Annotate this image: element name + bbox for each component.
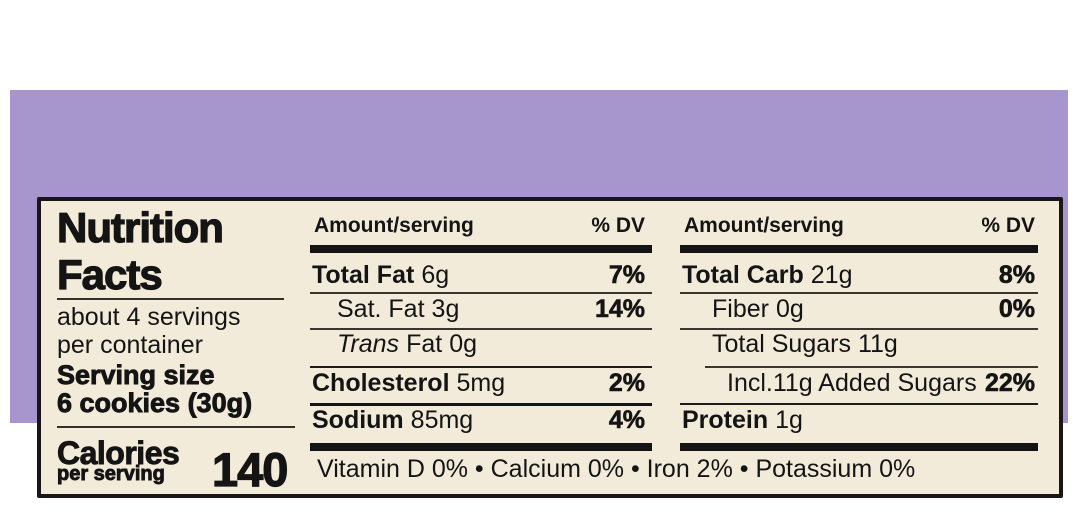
middle-divider-4 xyxy=(310,403,652,406)
right-divider-4 xyxy=(680,403,1038,405)
label-title: Nutrition Facts xyxy=(56,203,224,298)
calories-sub-label: per serving xyxy=(57,463,166,485)
servings-per-container-line2: per container xyxy=(57,331,203,359)
row-added-sugars-dv: 22% xyxy=(984,369,1036,397)
middle-top-bar xyxy=(310,245,652,253)
right-divider-3 xyxy=(705,366,1038,368)
row-cholesterol: Cholesterol 5mg 2% xyxy=(310,369,652,397)
row-added-sugars-text: Incl.11g Added Sugars xyxy=(727,369,977,397)
row-fiber: Fiber 0g 0% xyxy=(680,295,1038,323)
serving-size-label: Serving size xyxy=(57,360,215,390)
row-fiber-dv: 0% xyxy=(998,295,1036,323)
row-total-sugars-text: Total Sugars 11g xyxy=(712,330,898,358)
calories-label: Calories xyxy=(57,435,181,471)
row-sat-fat-text: Sat. Fat 3g xyxy=(337,295,460,323)
row-cholesterol-text: Cholesterol 5mg xyxy=(312,369,506,397)
row-fiber-text: Fiber 0g xyxy=(712,295,804,323)
middle-header-dv: % DV xyxy=(591,214,645,237)
title-divider xyxy=(57,298,284,300)
calories-divider xyxy=(57,426,295,428)
label-title-line2: Facts xyxy=(56,250,163,298)
row-total-fat-text: Total Fat 6g xyxy=(312,261,450,289)
middle-divider-3 xyxy=(310,366,652,368)
row-protein: Protein 1g xyxy=(680,408,1038,433)
right-bottom-bar xyxy=(680,443,1038,451)
row-trans-fat-text: Trans Fat 0g xyxy=(337,330,477,358)
right-divider-2 xyxy=(680,328,1038,330)
right-header-dv: % DV xyxy=(981,214,1035,237)
right-header-amount: Amount/serving xyxy=(684,214,844,237)
right-divider-1 xyxy=(680,292,1038,294)
row-total-carb-text: Total Carb 21g xyxy=(682,261,853,289)
row-total-fat-dv: 7% xyxy=(608,261,646,289)
row-total-fat: Total Fat 6g 7% xyxy=(310,261,652,289)
row-added-sugars: Incl.11g Added Sugars 22% xyxy=(680,369,1038,397)
right-top-bar xyxy=(680,245,1038,253)
row-sodium-dv: 4% xyxy=(608,406,646,434)
purple-background: Nutrition Facts about 4 servings per con… xyxy=(10,90,1068,498)
row-total-sugars: Total Sugars 11g xyxy=(680,332,1038,357)
row-sodium-text: Sodium 85mg xyxy=(312,406,474,434)
middle-column-header: Amount/serving % DV xyxy=(310,215,652,236)
middle-bottom-bar xyxy=(310,443,652,451)
servings-per-container-line1: about 4 servings xyxy=(57,303,241,331)
row-sodium: Sodium 85mg 4% xyxy=(310,406,652,434)
label-title-line1: Nutrition xyxy=(56,203,224,251)
row-cholesterol-dv: 2% xyxy=(608,369,646,397)
calories-value: 140 xyxy=(211,443,289,496)
row-total-carb: Total Carb 21g 8% xyxy=(680,261,1038,289)
serving-size-value: 6 cookies (30g) xyxy=(57,388,253,418)
middle-divider-2 xyxy=(310,328,652,330)
middle-header-amount: Amount/serving xyxy=(314,214,474,237)
micronutrients-line: Vitamin D 0% • Calcium 0% • Iron 2% • Po… xyxy=(317,455,916,483)
middle-divider-1 xyxy=(310,292,652,294)
row-trans-fat: Trans Fat 0g xyxy=(310,332,652,357)
row-total-carb-dv: 8% xyxy=(998,261,1036,289)
nutrition-facts-label: Nutrition Facts about 4 servings per con… xyxy=(37,197,1063,498)
row-protein-text: Protein 1g xyxy=(682,406,803,434)
right-column-header: Amount/serving % DV xyxy=(680,215,1038,236)
row-sat-fat-dv: 14% xyxy=(594,295,646,323)
row-sat-fat: Sat. Fat 3g 14% xyxy=(310,295,652,323)
